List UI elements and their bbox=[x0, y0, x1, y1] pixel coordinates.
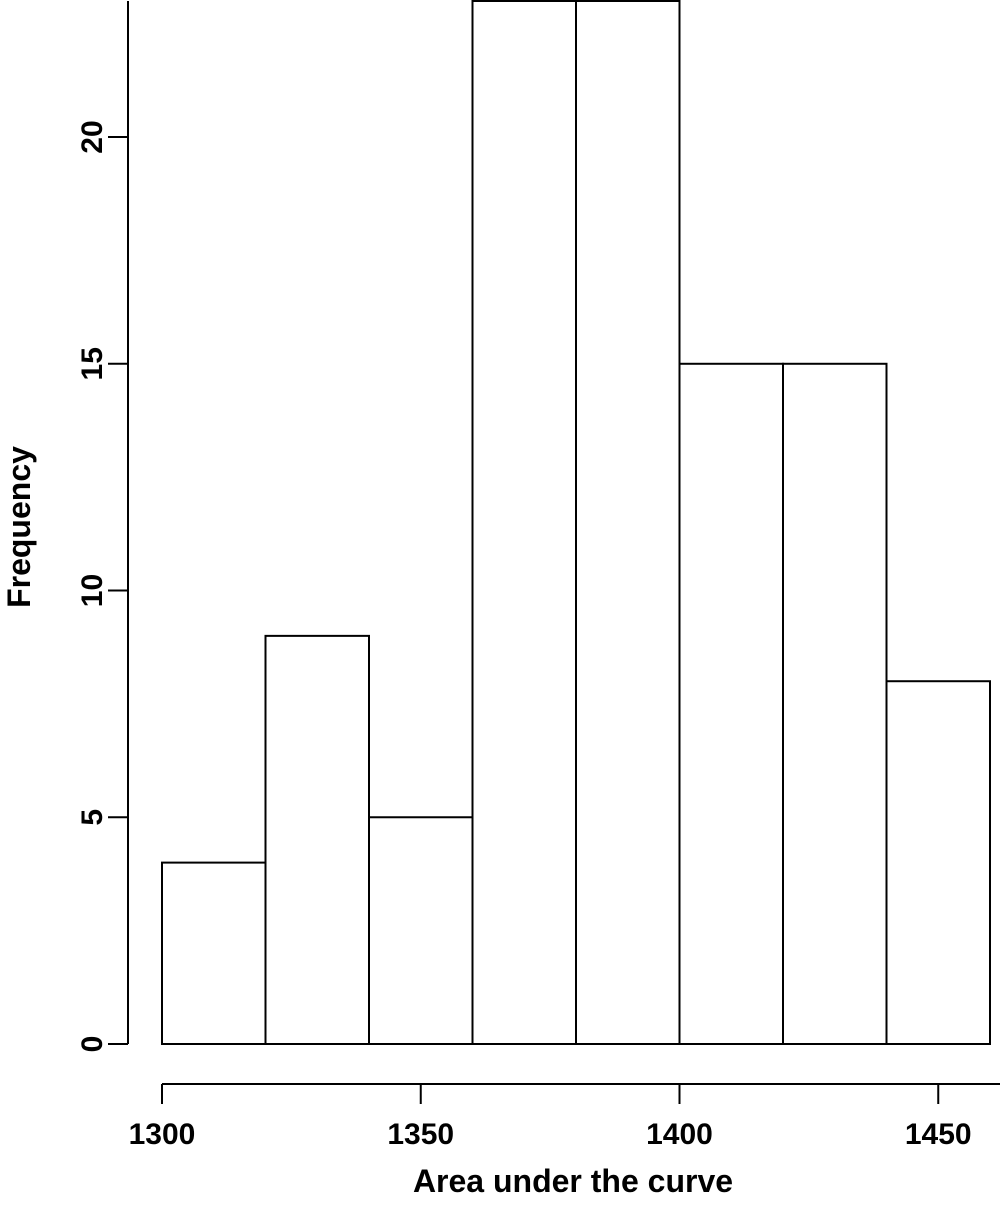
y-tick-label: 0 bbox=[76, 1036, 109, 1053]
x-axis: 1300 1350 1400 1450 bbox=[129, 1083, 1000, 1151]
histogram-bar bbox=[161, 861, 267, 1046]
histogram-bar bbox=[368, 816, 474, 1045]
y-tick-label: 15 bbox=[76, 347, 109, 380]
histogram-bar bbox=[678, 362, 784, 1046]
histogram-bar bbox=[471, 0, 577, 1045]
y-axis-title: Frequency bbox=[1, 446, 37, 608]
histogram-bar bbox=[264, 634, 370, 1045]
histogram-bar bbox=[885, 680, 991, 1046]
x-tick-label: 1400 bbox=[646, 1118, 713, 1151]
x-axis-title: Area under the curve bbox=[413, 1163, 733, 1199]
y-tick-label: 5 bbox=[76, 809, 109, 826]
y-tick-label: 20 bbox=[76, 120, 109, 153]
histogram-bar bbox=[782, 362, 888, 1046]
y-axis: 0 5 10 15 20 bbox=[76, 1, 129, 1053]
y-tick-label: 10 bbox=[76, 574, 109, 607]
x-tick-label: 1300 bbox=[129, 1118, 196, 1151]
x-tick-label: 1350 bbox=[387, 1118, 454, 1151]
histogram-bar bbox=[575, 0, 681, 1045]
histogram-bars bbox=[161, 0, 991, 1046]
x-tick-label: 1450 bbox=[905, 1118, 972, 1151]
